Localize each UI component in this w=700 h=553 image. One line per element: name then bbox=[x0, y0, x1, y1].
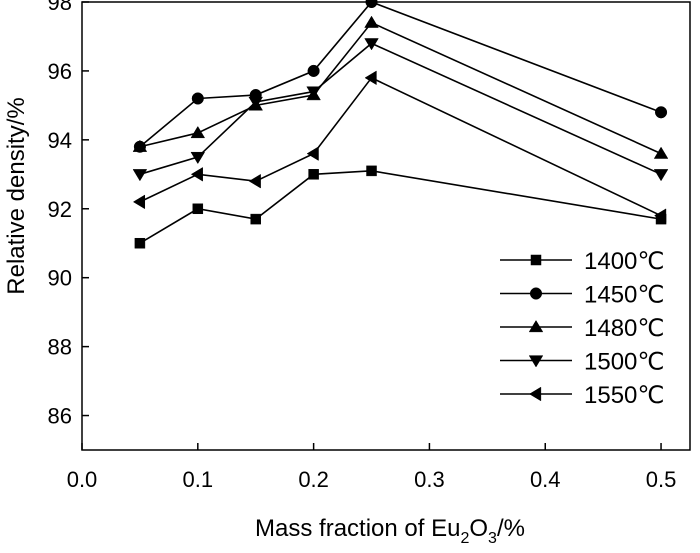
series-line-square bbox=[139, 170, 662, 244]
series-line-circle bbox=[139, 1, 662, 148]
data-point-triangle-down bbox=[248, 96, 263, 109]
series-line-triangle-up bbox=[139, 21, 662, 155]
y-tick-label: 88 bbox=[48, 335, 72, 360]
y-tick-label: 92 bbox=[48, 197, 72, 222]
data-point-circle bbox=[307, 64, 320, 77]
data-point-triangle-left bbox=[364, 70, 377, 86]
legend-marker-circle bbox=[529, 287, 543, 300]
x-tick-label: 0.4 bbox=[530, 467, 561, 492]
data-point-triangle-up bbox=[653, 146, 669, 159]
legend-marker-square bbox=[530, 254, 542, 266]
legend-label: 1480℃ bbox=[584, 315, 664, 342]
legend-label: 1500℃ bbox=[584, 349, 664, 376]
x-tick-label: 0.3 bbox=[414, 467, 445, 492]
data-point-triangle-down bbox=[132, 169, 148, 182]
data-point-circle bbox=[365, 0, 378, 9]
x-tick-label: 0.1 bbox=[183, 467, 214, 492]
data-point-square bbox=[134, 237, 146, 249]
data-point-triangle-left bbox=[132, 194, 146, 210]
data-point-triangle-down bbox=[364, 38, 379, 51]
legend-label: 1450℃ bbox=[584, 282, 664, 309]
legend-marker-triangle-up bbox=[528, 320, 544, 333]
data-point-triangle-left bbox=[654, 208, 667, 223]
data-point-circle bbox=[191, 92, 204, 105]
series-line-triangle-down bbox=[139, 42, 662, 176]
y-tick-label: 94 bbox=[48, 128, 72, 153]
legend-label: 1400℃ bbox=[584, 248, 664, 275]
data-point-triangle-up bbox=[190, 125, 206, 139]
data-point-square bbox=[192, 203, 204, 215]
data-point-triangle-left bbox=[248, 173, 261, 189]
y-tick-label: 98 bbox=[48, 0, 72, 15]
y-axis-label: Relative density/% bbox=[3, 97, 30, 294]
x-axis-label: Mass fraction of Eu2O3/% bbox=[255, 515, 525, 547]
data-point-square bbox=[366, 165, 377, 177]
x-tick-label: 0.2 bbox=[298, 467, 329, 492]
legend-label: 1550℃ bbox=[584, 382, 664, 409]
data-point-triangle-down bbox=[190, 151, 206, 165]
legend-marker-triangle-left bbox=[529, 386, 542, 402]
plot-frame bbox=[81, 1, 691, 451]
series-line-triangle-left bbox=[139, 76, 662, 217]
data-point-square bbox=[308, 169, 319, 180]
data-point-triangle-left bbox=[190, 167, 203, 182]
data-point-triangle-up bbox=[364, 15, 379, 28]
data-point-triangle-up bbox=[132, 139, 148, 152]
data-point-triangle-down bbox=[653, 169, 669, 182]
series-lines bbox=[139, 1, 662, 244]
legend: 1400℃ 1450℃ 1480℃ 1500℃ 1550℃ bbox=[500, 248, 664, 409]
y-tick-label: 86 bbox=[48, 404, 72, 429]
legend-marker-triangle-down bbox=[528, 355, 544, 368]
data-point-triangle-down bbox=[306, 86, 321, 99]
y-tick-label: 96 bbox=[48, 59, 72, 84]
x-tick-label: 0.5 bbox=[646, 467, 677, 492]
data-point-circle bbox=[654, 106, 668, 119]
series-markers bbox=[132, 0, 669, 249]
x-tick-label: 0.0 bbox=[67, 467, 98, 492]
data-point-triangle-left bbox=[306, 146, 319, 161]
axis-ticks: 0.0 0.1 0.2 0.3 0.4 0.5 86 88 90 92 94 96 98 bbox=[48, 0, 677, 492]
y-tick-label: 90 bbox=[48, 266, 72, 291]
data-point-square bbox=[250, 213, 261, 225]
